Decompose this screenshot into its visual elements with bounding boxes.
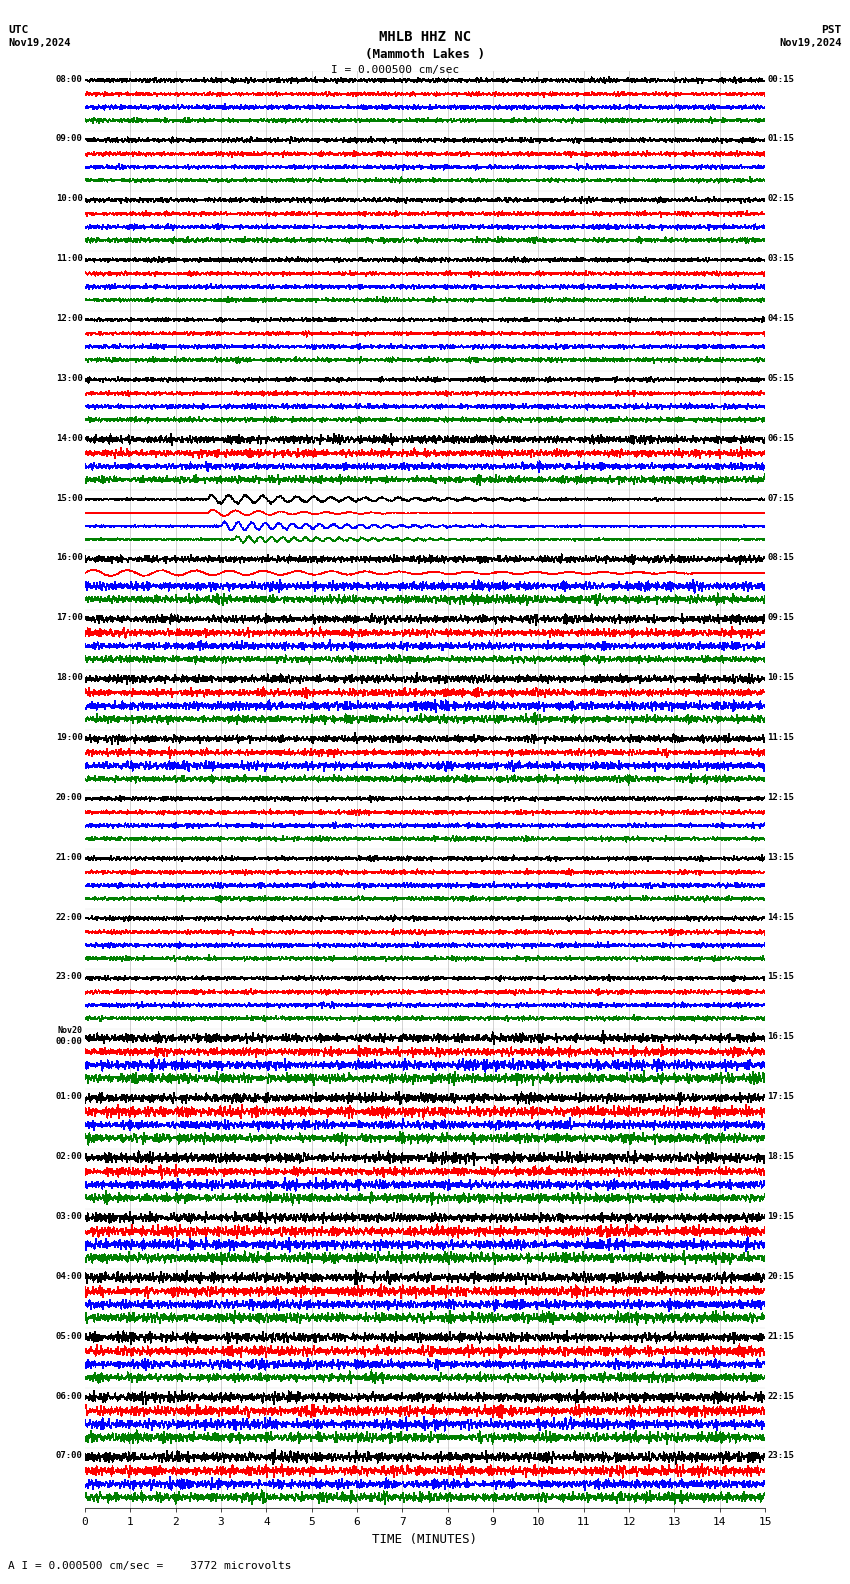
Text: 06:15: 06:15 xyxy=(768,434,794,444)
Text: Nov19,2024: Nov19,2024 xyxy=(779,38,842,48)
Text: (Mammoth Lakes ): (Mammoth Lakes ) xyxy=(365,48,485,60)
Text: 21:00: 21:00 xyxy=(56,852,82,862)
Text: 05:00: 05:00 xyxy=(56,1332,82,1340)
Text: 09:00: 09:00 xyxy=(56,135,82,144)
Text: 03:15: 03:15 xyxy=(768,253,794,263)
Text: 06:00: 06:00 xyxy=(56,1391,82,1400)
Text: UTC: UTC xyxy=(8,25,29,35)
Text: A I = 0.000500 cm/sec =    3772 microvolts: A I = 0.000500 cm/sec = 3772 microvolts xyxy=(8,1562,292,1571)
Text: 02:15: 02:15 xyxy=(768,195,794,203)
Text: 23:15: 23:15 xyxy=(768,1451,794,1460)
Text: 14:15: 14:15 xyxy=(768,912,794,922)
Text: 13:00: 13:00 xyxy=(56,374,82,383)
Text: 19:00: 19:00 xyxy=(56,733,82,741)
Text: 08:00: 08:00 xyxy=(56,74,82,84)
Text: 13:15: 13:15 xyxy=(768,852,794,862)
Text: 22:15: 22:15 xyxy=(768,1391,794,1400)
Text: 12:15: 12:15 xyxy=(768,794,794,802)
Text: I = 0.000500 cm/sec: I = 0.000500 cm/sec xyxy=(332,65,459,74)
Text: 22:00: 22:00 xyxy=(56,912,82,922)
Text: 07:15: 07:15 xyxy=(768,494,794,502)
Text: 11:15: 11:15 xyxy=(768,733,794,741)
Text: 01:15: 01:15 xyxy=(768,135,794,144)
Text: 04:15: 04:15 xyxy=(768,314,794,323)
Text: 19:15: 19:15 xyxy=(768,1212,794,1221)
Text: 20:00: 20:00 xyxy=(56,794,82,802)
Text: 00:15: 00:15 xyxy=(768,74,794,84)
X-axis label: TIME (MINUTES): TIME (MINUTES) xyxy=(372,1533,478,1546)
Text: 14:00: 14:00 xyxy=(56,434,82,444)
Text: 05:15: 05:15 xyxy=(768,374,794,383)
Text: MHLB HHZ NC: MHLB HHZ NC xyxy=(379,30,471,44)
Text: 01:00: 01:00 xyxy=(56,1093,82,1101)
Text: 21:15: 21:15 xyxy=(768,1332,794,1340)
Text: 07:00: 07:00 xyxy=(56,1451,82,1460)
Text: 16:15: 16:15 xyxy=(768,1033,794,1041)
Text: 08:15: 08:15 xyxy=(768,553,794,562)
Text: 17:00: 17:00 xyxy=(56,613,82,623)
Text: 04:00: 04:00 xyxy=(56,1272,82,1281)
Text: 15:15: 15:15 xyxy=(768,973,794,982)
Text: 20:15: 20:15 xyxy=(768,1272,794,1281)
Text: 12:00: 12:00 xyxy=(56,314,82,323)
Text: 23:00: 23:00 xyxy=(56,973,82,982)
Text: 11:00: 11:00 xyxy=(56,253,82,263)
Text: 18:00: 18:00 xyxy=(56,673,82,683)
Text: PST: PST xyxy=(821,25,842,35)
Text: 10:15: 10:15 xyxy=(768,673,794,683)
Text: 09:15: 09:15 xyxy=(768,613,794,623)
Text: 18:15: 18:15 xyxy=(768,1152,794,1161)
Text: 03:00: 03:00 xyxy=(56,1212,82,1221)
Text: 10:00: 10:00 xyxy=(56,195,82,203)
Text: 17:15: 17:15 xyxy=(768,1093,794,1101)
Text: 00:00: 00:00 xyxy=(56,1038,82,1045)
Text: 16:00: 16:00 xyxy=(56,553,82,562)
Text: Nov19,2024: Nov19,2024 xyxy=(8,38,71,48)
Text: 15:00: 15:00 xyxy=(56,494,82,502)
Text: 02:00: 02:00 xyxy=(56,1152,82,1161)
Text: Nov20: Nov20 xyxy=(58,1026,82,1036)
